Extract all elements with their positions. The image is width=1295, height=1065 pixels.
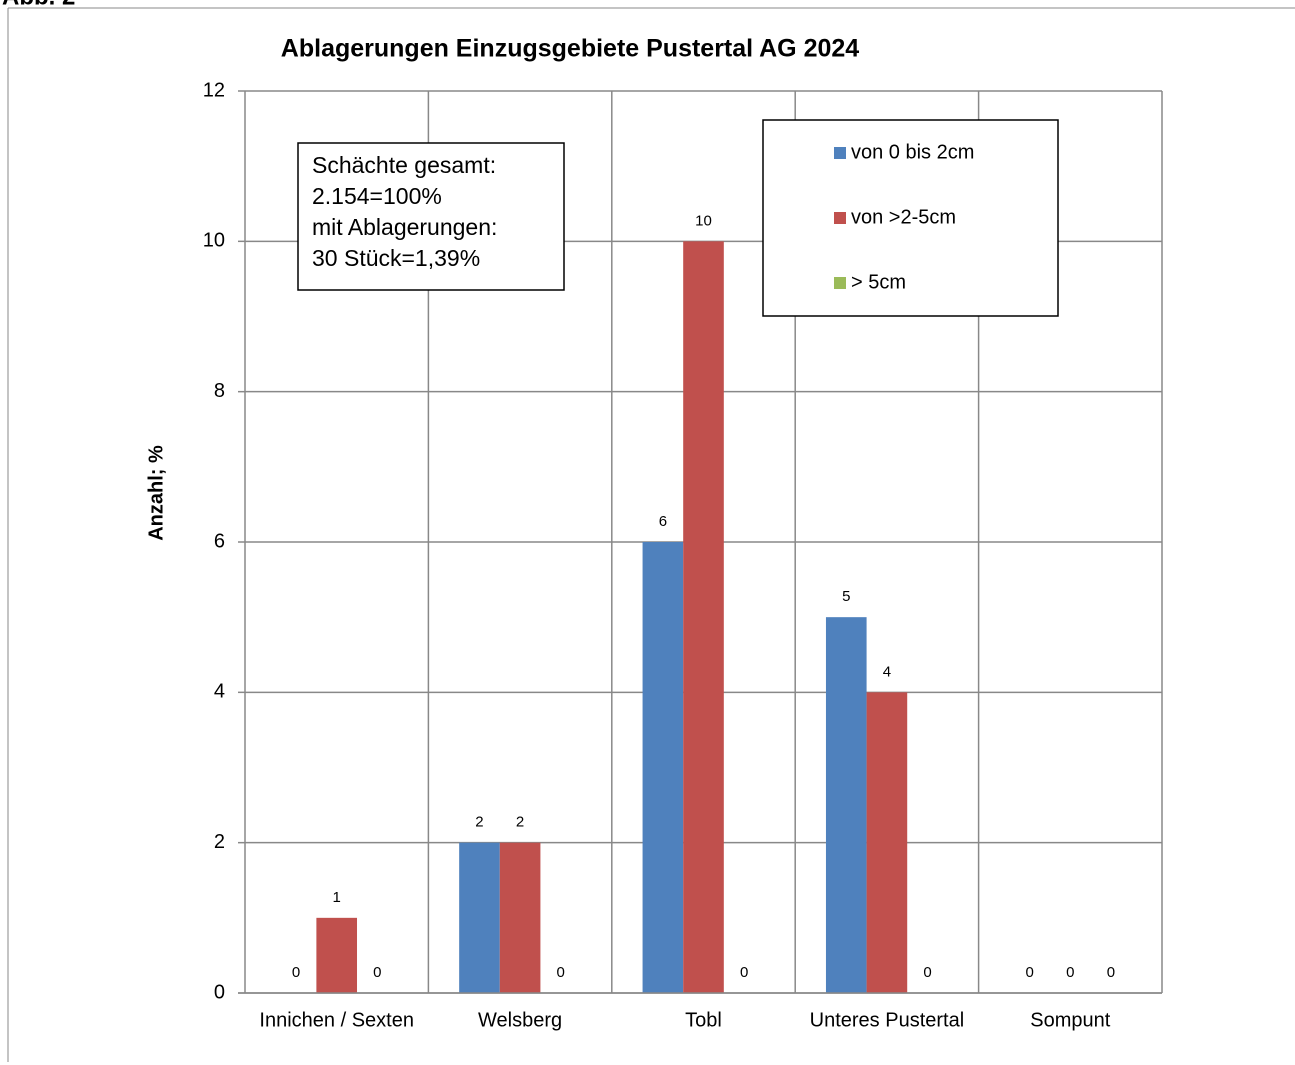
- x-tick-label: Tobl: [685, 1009, 722, 1031]
- y-tick-label: 4: [214, 681, 225, 703]
- bar: [316, 917, 358, 993]
- y-axis-label: Anzahl; %: [145, 445, 167, 541]
- annotation-text: Schächte gesamt:: [312, 152, 496, 178]
- data-label: 1: [333, 889, 341, 906]
- x-tick-label: Unteres Pustertal: [810, 1009, 965, 1031]
- bar: [499, 842, 541, 993]
- data-label: 0: [923, 964, 931, 981]
- x-tick-label: Welsberg: [478, 1009, 562, 1031]
- label-bg: [0, 0, 112, 7]
- data-label: 0: [373, 964, 381, 981]
- y-tick-label: 6: [214, 530, 225, 552]
- annotation-text: 2.154=100%: [312, 183, 442, 209]
- annotation-text: 30 Stück=1,39%: [312, 245, 480, 271]
- data-label: 0: [1107, 964, 1115, 981]
- bar: [683, 241, 724, 994]
- data-label: 0: [292, 964, 300, 981]
- bar: [825, 617, 867, 993]
- figure-label: Abb. 2: [2, 0, 75, 10]
- chart-title: Ablagerungen Einzugsgebiete Pustertal AG…: [281, 35, 859, 63]
- y-tick-label: 10: [203, 230, 225, 252]
- y-tick-label: 0: [214, 981, 225, 1003]
- data-label: 0: [557, 964, 565, 981]
- bar: [866, 692, 908, 993]
- legend-box: [762, 119, 1059, 317]
- data-label: 5: [842, 588, 850, 605]
- bar: [459, 842, 500, 993]
- data-label: 2: [475, 814, 483, 831]
- x-tick-label: Sompunt: [1030, 1009, 1110, 1031]
- legend-swatch: [834, 147, 846, 159]
- legend-swatch: [834, 212, 846, 224]
- bar: [642, 542, 684, 993]
- x-tick-label: Innichen / Sexten: [259, 1009, 414, 1031]
- data-label: 10: [695, 212, 712, 229]
- data-label: 0: [1026, 964, 1034, 981]
- legend-label: von 0 bis 2cm: [851, 141, 974, 163]
- annotation-box: [297, 142, 565, 291]
- data-label: 6: [659, 513, 667, 530]
- data-label: 2: [516, 814, 524, 831]
- legend-swatch: [834, 277, 846, 289]
- y-tick-label: 12: [203, 79, 225, 101]
- y-tick-label: 8: [214, 380, 225, 402]
- data-label: 0: [1066, 964, 1074, 981]
- legend-label: von >2-5cm: [851, 206, 956, 228]
- legend-label: > 5cm: [851, 271, 906, 293]
- annotation-text: mit Ablagerungen:: [312, 214, 497, 240]
- y-tick-label: 2: [214, 831, 225, 853]
- data-label: 0: [740, 964, 748, 981]
- data-label: 4: [883, 663, 891, 680]
